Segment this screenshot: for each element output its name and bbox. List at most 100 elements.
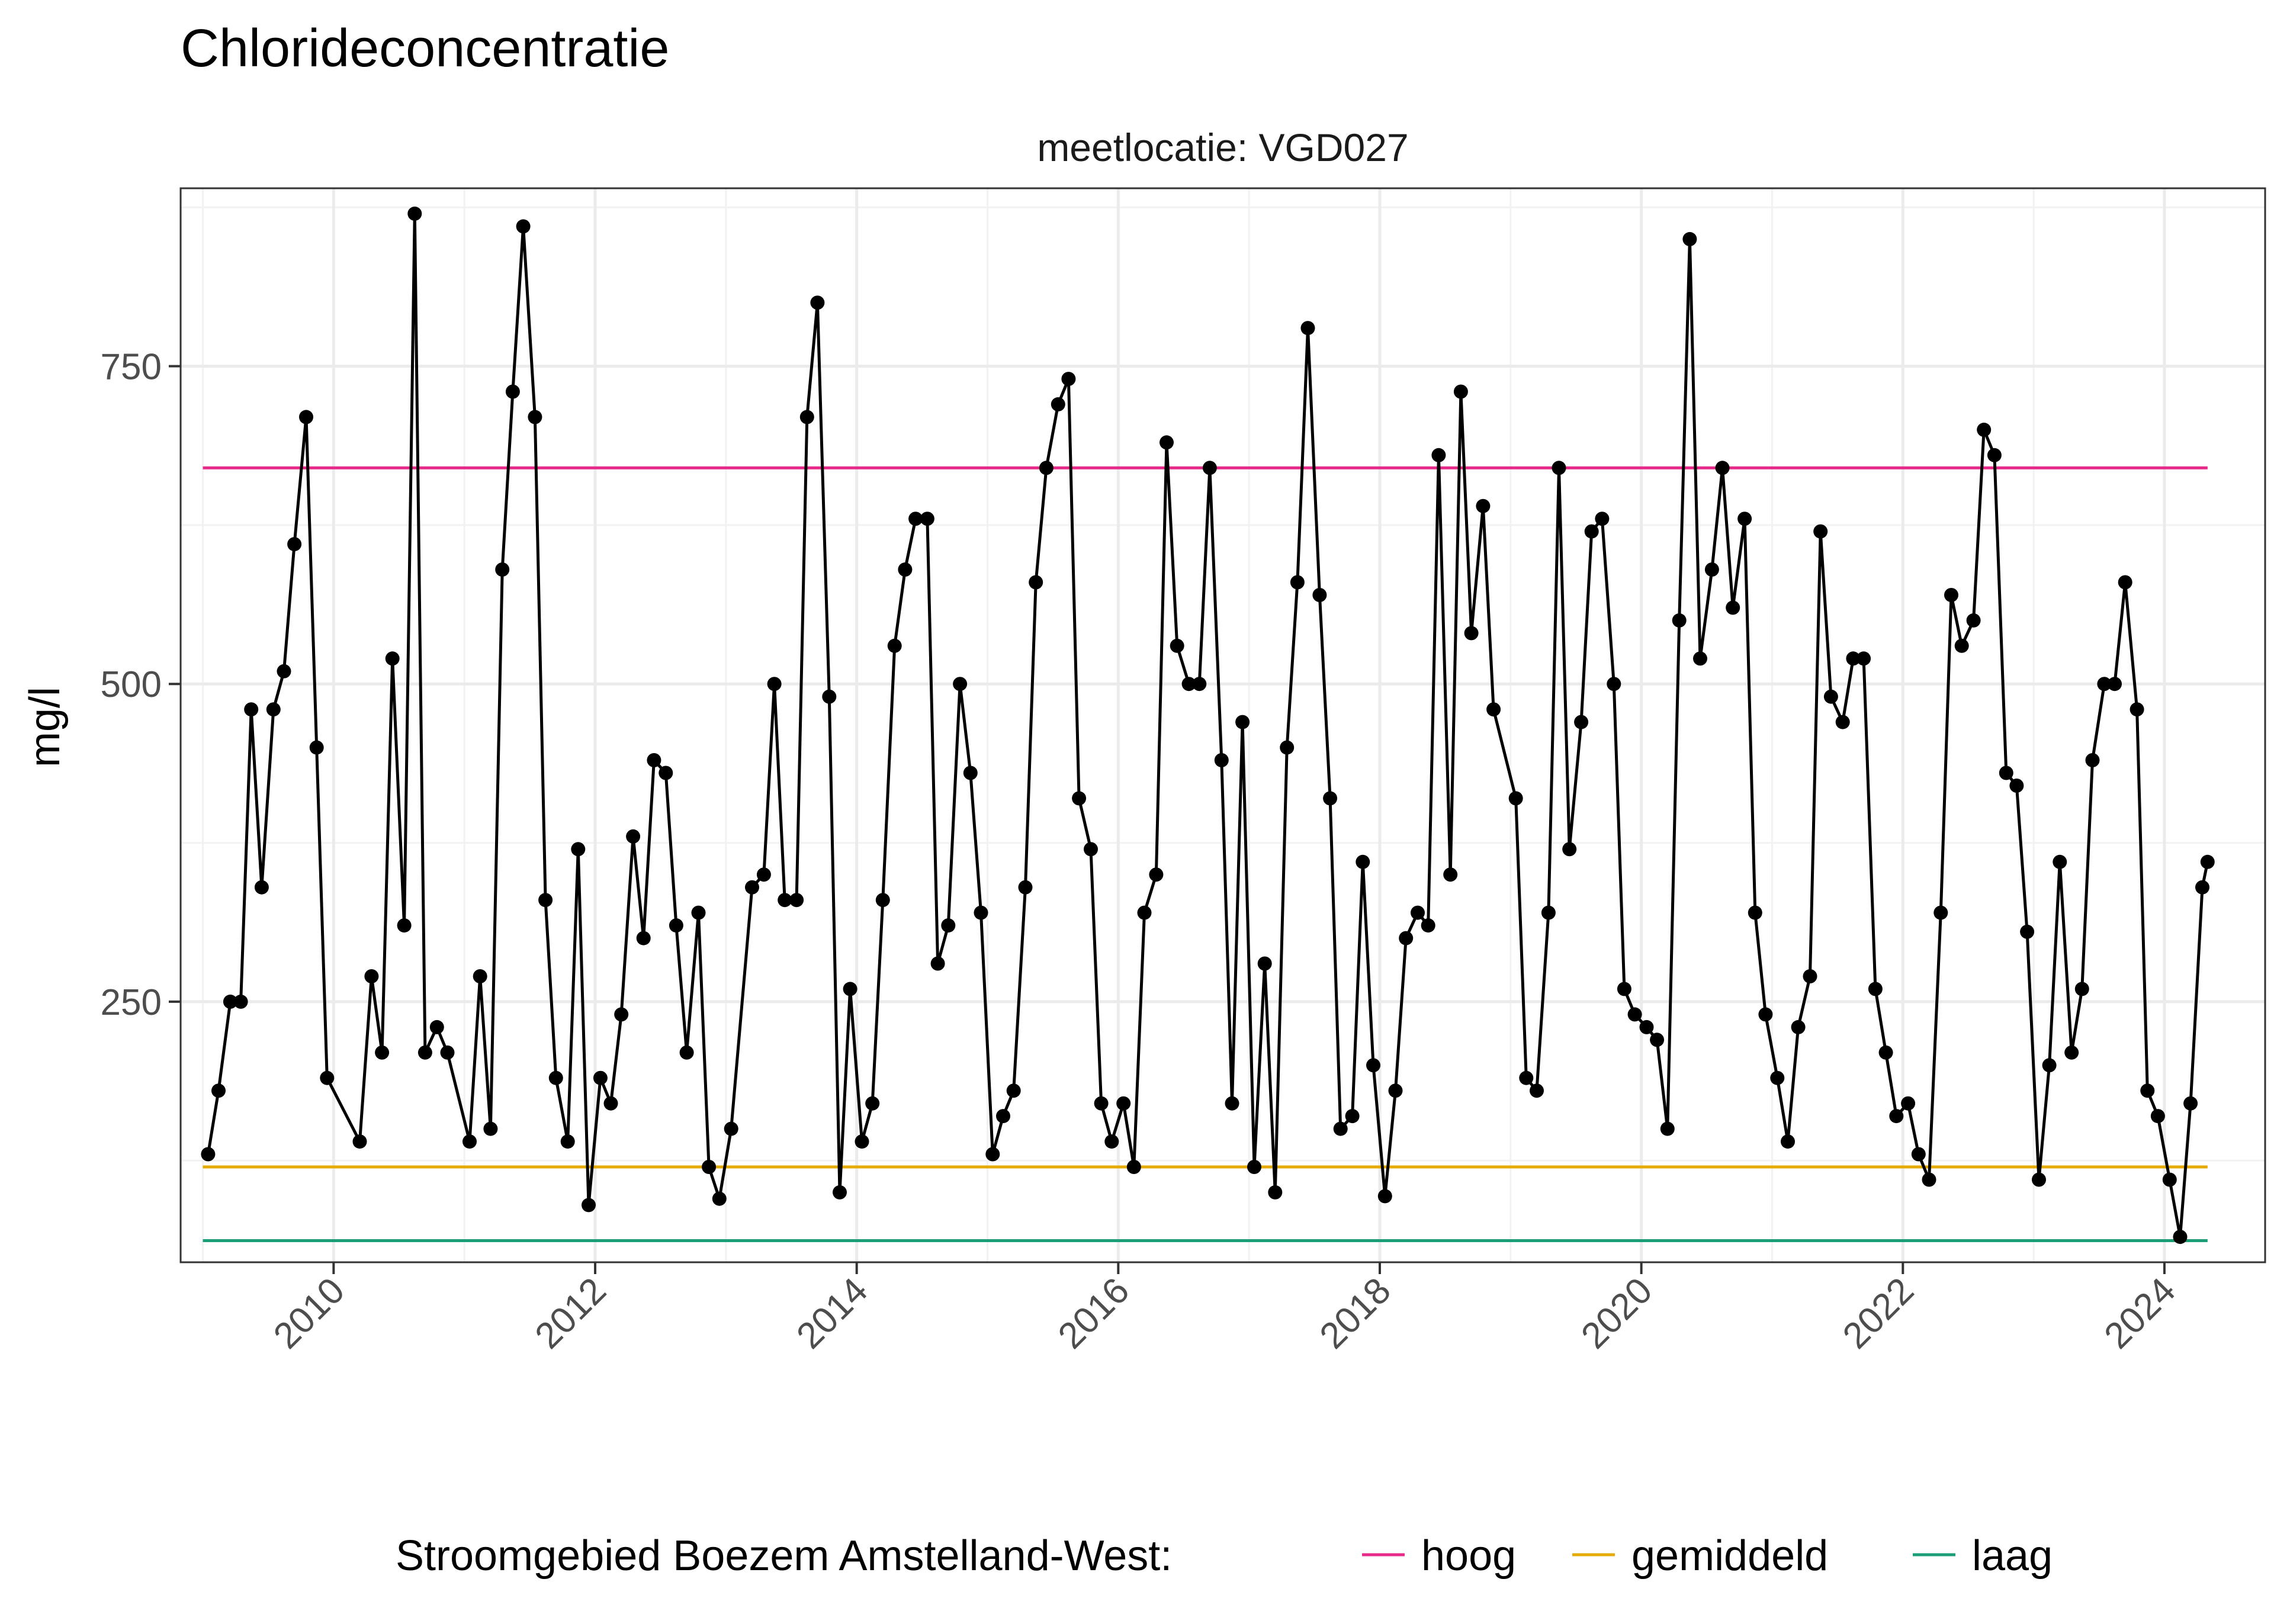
data-point [953, 677, 968, 692]
data-point [516, 219, 531, 234]
data-point [1595, 512, 1610, 526]
data-point [560, 1134, 575, 1149]
data-point [789, 893, 804, 908]
data-point [679, 1045, 694, 1060]
data-point [1813, 524, 1828, 539]
data-point [223, 994, 237, 1009]
data-point [1345, 1109, 1360, 1124]
data-point [1627, 1007, 1642, 1022]
data-point [1377, 1189, 1392, 1204]
chart-subtitle: meetlocatie: VGD027 [1037, 126, 1408, 169]
data-point [843, 982, 857, 996]
y-tick-label: 500 [101, 664, 162, 705]
data-point [287, 537, 302, 552]
data-point [1846, 651, 1861, 666]
data-point [2009, 779, 2024, 793]
data-point [702, 1160, 717, 1174]
data-point [1323, 791, 1338, 806]
x-tick-label: 2010 [266, 1270, 352, 1356]
data-point [211, 1083, 226, 1098]
data-point [1584, 524, 1599, 539]
data-point [483, 1121, 498, 1136]
y-axis-title: mg/l [21, 687, 69, 767]
data-point [407, 206, 422, 221]
data-point [1366, 1058, 1380, 1073]
data-point [647, 753, 661, 767]
data-point [1901, 1096, 1916, 1111]
data-point [1530, 1083, 1544, 1098]
data-point [233, 994, 248, 1009]
data-point [756, 867, 771, 882]
data-point [1126, 1160, 1141, 1174]
data-point [2183, 1096, 2198, 1111]
data-point [1486, 702, 1501, 717]
data-point [1039, 461, 1054, 475]
data-point [397, 918, 412, 933]
x-axis: 2010 2012 2014 2016 2018 2020 2022 2024 [266, 1262, 2183, 1356]
data-point [1954, 638, 1969, 653]
data-point [1541, 905, 1556, 920]
data-point [875, 893, 890, 908]
data-point [1508, 791, 1523, 806]
grid-minor [181, 188, 2265, 1262]
x-tick-label: 2020 [1573, 1270, 1660, 1356]
data-point [1878, 1045, 1893, 1060]
data-point [1552, 461, 1566, 475]
data-point [1823, 689, 1838, 704]
data-point [887, 638, 902, 653]
data-point [1443, 867, 1458, 882]
data-point [724, 1121, 738, 1136]
data-point [2032, 1172, 2046, 1187]
data-point [669, 918, 683, 933]
data-point [1235, 715, 1250, 729]
data-point [2150, 1109, 2165, 1124]
data-point [865, 1096, 880, 1111]
data-point [375, 1045, 390, 1060]
data-point [2200, 854, 2215, 869]
x-tick-label: 2016 [1051, 1270, 1137, 1356]
data-point [1356, 854, 1370, 869]
chart-title: Chlorideconcentratie [181, 19, 669, 78]
data-point [1868, 982, 1883, 996]
data-point [1857, 651, 1871, 666]
data-point [266, 702, 281, 717]
y-tick-label: 250 [101, 982, 162, 1023]
data-point [1300, 321, 1315, 336]
data-point [1116, 1096, 1131, 1111]
data-point [1781, 1134, 1795, 1149]
data-point [1018, 880, 1033, 895]
data-point [1726, 600, 1740, 615]
data-point [593, 1070, 608, 1085]
data-point [582, 1198, 596, 1213]
data-point [505, 384, 520, 399]
data-point [1672, 613, 1687, 628]
data-point [822, 689, 837, 704]
data-point [996, 1109, 1010, 1124]
data-point [1617, 982, 1631, 996]
data-point [1268, 1185, 1283, 1199]
data-point [1247, 1160, 1261, 1174]
data-point [1693, 651, 1707, 666]
data-point [364, 969, 379, 983]
data-point [767, 677, 782, 692]
data-point [352, 1134, 367, 1149]
data-point [985, 1147, 1000, 1162]
data-point [1421, 918, 1435, 933]
data-point [920, 512, 934, 526]
data-point [417, 1045, 432, 1060]
data-point [2085, 753, 2100, 767]
data-point [1650, 1033, 1665, 1047]
data-point [712, 1191, 727, 1206]
data-point [2020, 924, 2035, 939]
data-point [833, 1185, 847, 1199]
data-point [2162, 1172, 2177, 1187]
data-point [1639, 1020, 1654, 1034]
data-point [930, 956, 945, 971]
legend-title: Stroomgebied Boezem Amstelland-West: [396, 1532, 1172, 1580]
data-point [2195, 880, 2209, 895]
data-point [1977, 422, 1992, 437]
x-tick-label: 2018 [1312, 1270, 1399, 1356]
data-point [1999, 766, 2013, 780]
data-point [1911, 1147, 1926, 1162]
data-point [1737, 512, 1752, 526]
